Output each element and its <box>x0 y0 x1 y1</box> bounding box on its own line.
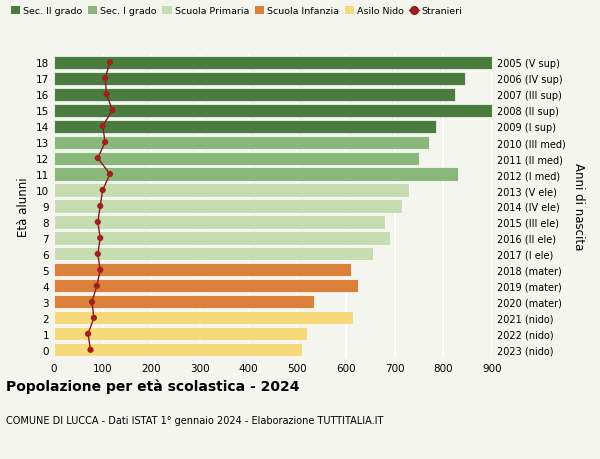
Point <box>89 314 99 322</box>
Y-axis label: Età alunni: Età alunni <box>17 177 31 236</box>
Bar <box>54 280 358 293</box>
Text: Popolazione per età scolastica - 2024: Popolazione per età scolastica - 2024 <box>6 379 299 393</box>
Bar <box>54 104 517 118</box>
Bar <box>54 200 402 213</box>
Bar <box>54 56 506 70</box>
Bar <box>54 136 429 149</box>
Legend: Sec. II grado, Sec. I grado, Scuola Primaria, Scuola Infanzia, Asilo Nido, Stran: Sec. II grado, Sec. I grado, Scuola Prim… <box>11 7 463 16</box>
Point <box>98 123 107 130</box>
Bar <box>54 184 409 197</box>
Point <box>105 59 115 67</box>
Point <box>92 283 101 290</box>
Text: COMUNE DI LUCCA - Dati ISTAT 1° gennaio 2024 - Elaborazione TUTTITALIA.IT: COMUNE DI LUCCA - Dati ISTAT 1° gennaio … <box>6 415 383 425</box>
Point <box>93 219 103 226</box>
Point <box>87 298 97 306</box>
Point <box>98 187 107 194</box>
Point <box>102 91 112 99</box>
Point <box>107 107 117 115</box>
Bar <box>54 328 307 341</box>
Bar <box>54 89 455 101</box>
Point <box>93 251 103 258</box>
Bar <box>54 232 390 245</box>
Point <box>86 347 95 354</box>
Point <box>83 330 93 338</box>
Point <box>100 75 110 83</box>
Bar <box>54 216 385 229</box>
Bar <box>54 312 353 325</box>
Point <box>105 171 115 179</box>
Point <box>95 235 105 242</box>
Bar <box>54 296 314 309</box>
Point <box>95 267 105 274</box>
Bar <box>54 152 419 165</box>
Bar <box>54 120 436 134</box>
Bar <box>54 264 351 277</box>
Bar <box>54 73 465 85</box>
Bar <box>54 343 302 357</box>
Point <box>95 203 105 210</box>
Point <box>93 155 103 162</box>
Bar <box>54 168 458 181</box>
Y-axis label: Anni di nascita: Anni di nascita <box>572 163 585 250</box>
Point <box>100 139 110 146</box>
Bar <box>54 248 373 261</box>
